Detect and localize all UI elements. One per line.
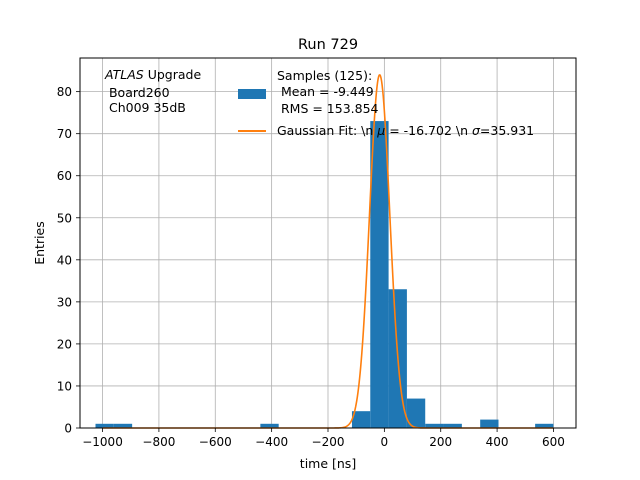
- y-tick-label: 70: [57, 127, 72, 141]
- legend-fit-label: Gaussian Fit: \n μ = -16.702 \n σ=35.931: [277, 123, 534, 138]
- annotation-atlas: ATLAS: [104, 67, 144, 82]
- histogram-bar: [113, 423, 133, 428]
- y-tick-label: 10: [57, 379, 72, 393]
- annotation-upgrade: Upgrade: [144, 67, 202, 82]
- legend-hist-swatch: [238, 89, 266, 99]
- legend-hist-line-1: Samples (125):: [277, 68, 372, 83]
- x-axis-label: time [ns]: [300, 456, 356, 471]
- x-tick-label: −1000: [82, 435, 123, 449]
- x-tick-label: −400: [255, 435, 288, 449]
- histogram-bars: [95, 121, 554, 429]
- y-tick-label: 30: [57, 295, 72, 309]
- y-tick-label: 80: [57, 85, 72, 99]
- histogram-bar: [480, 419, 499, 428]
- legend-fit-mu: μ: [376, 123, 385, 138]
- y-tick-label: 50: [57, 211, 72, 225]
- annotation-box: ATLAS Upgrade Board260 Ch009 35dB: [104, 67, 201, 115]
- legend-hist-line-3: RMS = 153.854: [277, 101, 379, 116]
- axis-ticks: −1000 −800 −600 −400 −200 0 200 400 600 0 10 20 30 40…: [57, 85, 565, 449]
- x-tick-label: −600: [199, 435, 232, 449]
- histogram-bar: [443, 423, 462, 428]
- annotation-line-1: ATLAS Upgrade: [104, 67, 201, 82]
- histogram-bar: [370, 121, 389, 429]
- legend-hist-line-2: Mean = -9.449: [277, 84, 374, 99]
- histogram-bar: [95, 423, 114, 428]
- legend: Samples (125): Mean = -9.449 RMS = 153.8…: [238, 68, 534, 138]
- y-axis-label: Entries: [32, 221, 47, 265]
- histogram-bar: [351, 411, 371, 428]
- x-tick-label: −200: [312, 435, 345, 449]
- legend-fit-label-a: Gaussian Fit: \n: [277, 123, 377, 138]
- histogram-bar: [406, 398, 426, 428]
- annotation-line-2: Board260: [105, 85, 170, 100]
- histogram-bar: [425, 423, 444, 428]
- y-tick-label: 20: [57, 337, 72, 351]
- annotation-line-3: Ch009 35dB: [105, 100, 186, 115]
- x-tick-label: −800: [142, 435, 175, 449]
- legend-fit-sigma: σ: [472, 123, 481, 138]
- histogram-bar: [535, 423, 554, 428]
- x-tick-label: 400: [486, 435, 509, 449]
- x-tick-label: 0: [381, 435, 389, 449]
- chart-title: Run 729: [298, 37, 358, 53]
- x-tick-label: 200: [429, 435, 452, 449]
- legend-fit-label-c: =35.931: [480, 123, 534, 138]
- y-tick-label: 40: [57, 253, 72, 267]
- y-tick-label: 60: [57, 169, 72, 183]
- legend-fit-label-b: = -16.702 \n: [385, 123, 472, 138]
- x-tick-label: 600: [542, 435, 565, 449]
- y-tick-label: 0: [64, 422, 72, 436]
- histogram-bar: [260, 423, 279, 428]
